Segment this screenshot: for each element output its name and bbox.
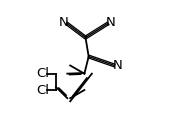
Text: Cl: Cl <box>36 84 49 97</box>
Text: Cl: Cl <box>36 67 49 80</box>
Text: N: N <box>113 59 123 72</box>
Text: N: N <box>59 16 69 29</box>
Text: N: N <box>106 16 116 29</box>
